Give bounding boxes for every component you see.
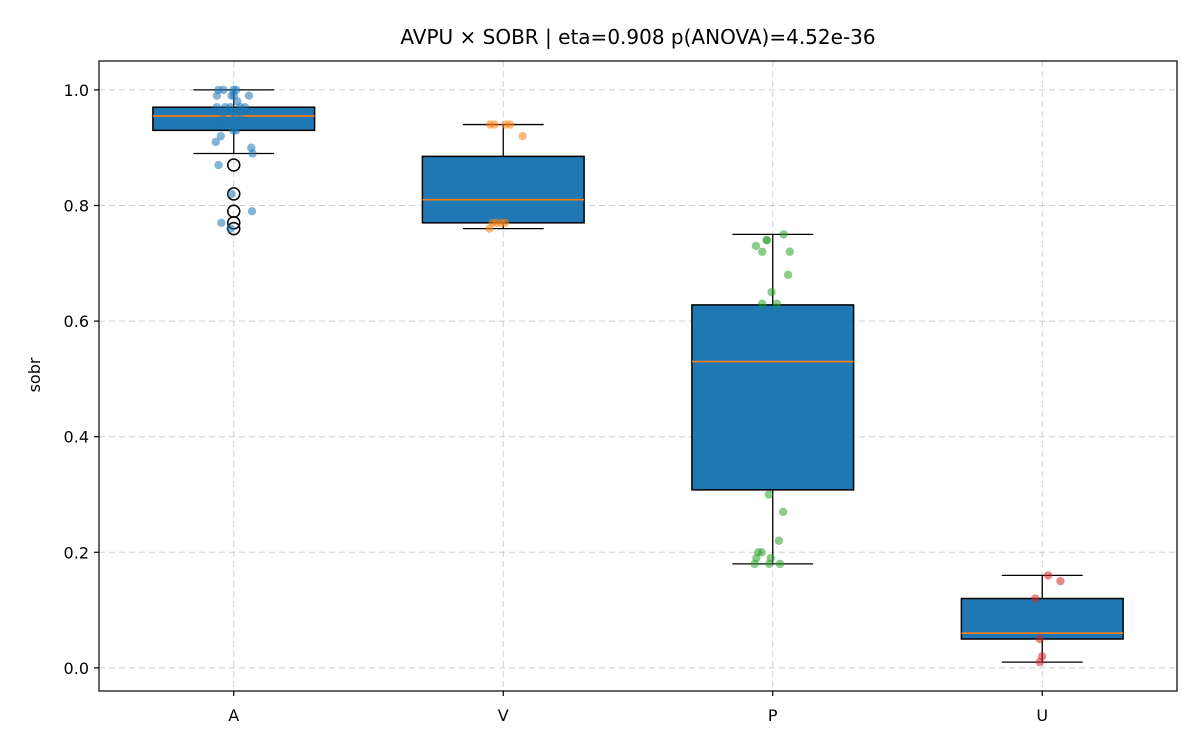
data-point (757, 548, 766, 557)
data-point (505, 120, 515, 129)
data-point (765, 559, 774, 569)
data-point (518, 131, 527, 141)
data-point (211, 137, 220, 147)
data-point (758, 247, 767, 256)
y-tick-label: 0.8 (64, 196, 89, 215)
data-point (229, 108, 238, 118)
data-point (778, 507, 788, 517)
data-point (751, 241, 761, 251)
y-tick-label: 0.6 (64, 312, 89, 331)
data-point (216, 131, 225, 141)
data-point (214, 160, 223, 170)
data-point (217, 218, 226, 228)
data-point (767, 287, 776, 297)
iqr-box (421, 155, 585, 224)
data-point (220, 103, 230, 112)
data-point (785, 247, 794, 256)
data-point (1035, 634, 1044, 644)
plot-frame (98, 60, 1178, 692)
x-tick-label: U (1036, 706, 1048, 725)
data-point (244, 91, 254, 100)
data-point (1035, 657, 1045, 667)
iqr-box (960, 597, 1124, 640)
iqr-box (691, 304, 855, 491)
y-tick-label: 0.2 (64, 543, 89, 562)
box-group-u (960, 571, 1124, 667)
box-group-v (421, 120, 585, 233)
data-point (1031, 594, 1040, 603)
data-point (774, 536, 784, 545)
data-point (779, 230, 788, 239)
data-point (485, 224, 494, 233)
data-point (247, 207, 257, 216)
data-point (212, 103, 222, 112)
chart-title: AVPU × SOBR | eta=0.908 p(ANOVA)=4.52e-3… (400, 25, 875, 49)
data-point (235, 103, 245, 112)
data-point (750, 559, 759, 569)
data-point (229, 126, 238, 135)
data-point (219, 85, 228, 95)
data-point (227, 189, 236, 199)
data-point (783, 270, 793, 280)
data-point (500, 218, 510, 228)
x-tick-label: P (768, 706, 778, 725)
grid-lines (99, 61, 1177, 691)
data-point (215, 120, 225, 129)
data-point (1043, 571, 1053, 580)
data-point (775, 559, 785, 569)
data-point (485, 120, 495, 129)
y-tick-label: 0.0 (64, 659, 89, 678)
axes: 0.0 0.2 0.4 0.6 0.8 1.0 A V P U (64, 60, 1178, 725)
data-point (492, 218, 501, 228)
x-tick-label: A (228, 706, 239, 725)
data-point (226, 224, 235, 233)
box-group-a (152, 85, 316, 236)
box-group-p (691, 230, 855, 569)
x-tick-label: V (498, 706, 509, 725)
y-tick-label: 1.0 (64, 81, 89, 100)
data-point (212, 91, 222, 100)
data-point (762, 235, 771, 245)
data-point (772, 299, 782, 308)
outlier-marker (227, 158, 241, 172)
data-point (1056, 576, 1065, 586)
data-point (236, 114, 245, 123)
data-point (248, 149, 257, 158)
y-tick-label: 0.4 (64, 428, 89, 447)
data-point (757, 299, 767, 308)
plot-marks (152, 85, 1124, 667)
y-axis-label: sobr (25, 357, 44, 392)
data-point (764, 490, 774, 499)
